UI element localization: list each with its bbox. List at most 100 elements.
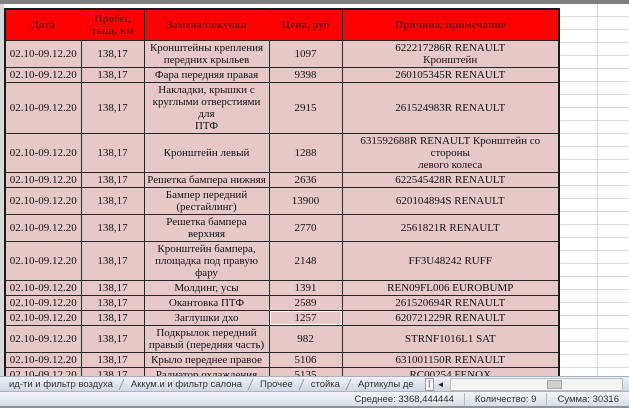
item-cell[interactable]: Молдинг, усы [143, 280, 270, 296]
item-cell[interactable]: Бампер передний (рестайлинг) [143, 187, 270, 215]
sheet-tab[interactable]: стойка [302, 378, 349, 391]
date-cell[interactable]: 02.10-09.12.20 [4, 82, 82, 134]
price-cell[interactable]: 2636 [268, 172, 343, 188]
header-cell[interactable]: Замена/покупка [143, 8, 270, 41]
date-cell[interactable]: 02.10-09.12.20 [4, 214, 82, 242]
table-row: 02.10-09.12.20 138,17 Заглушки дхо 1257 6207… [4, 310, 560, 326]
date-cell[interactable]: 02.10-09.12.20 [4, 352, 82, 368]
window-bottom-edge [0, 406, 629, 408]
price-cell[interactable]: 2148 [268, 241, 343, 281]
header-cell[interactable]: Причина, примечание [341, 8, 560, 41]
reason-cell[interactable]: 261524983R RENAULT [341, 82, 560, 134]
text-cursor-icon: | [424, 378, 434, 391]
parts-table: Дата Пробег, тыщ. км Замена/покупка Цена, р… [4, 8, 560, 408]
status-bar: Среднее: 3368,444444 Количество: 9 Сумма… [0, 391, 629, 406]
item-cell[interactable]: Решетка бампера нижняя [143, 172, 270, 188]
item-cell[interactable]: Фара передняя правая [143, 67, 270, 83]
item-cell[interactable]: Подкрылок передний правый (передняя част… [143, 325, 270, 353]
reason-cell[interactable]: 631001150R RENAULT [341, 352, 560, 368]
header-cell[interactable]: Дата [4, 8, 82, 41]
scrollbar-thumb[interactable] [546, 380, 562, 389]
table-row: 02.10-09.12.20 138,17 Кронштейн левый 1288 6… [4, 133, 560, 173]
reason-cell[interactable]: REN09FL006 EUROBUMP [341, 280, 560, 296]
item-cell[interactable]: Заглушки дхо [143, 310, 270, 326]
table-body: 02.10-09.12.20 138,17 Кронштейны крепления… [4, 40, 560, 408]
item-cell[interactable]: Крыло переднее правое [143, 352, 270, 368]
sheet-tab[interactable]: ид-ти и фильтр воздуха [9, 379, 113, 390]
reason-cell[interactable]: 620721229R RENAULT [341, 310, 560, 326]
header-cell[interactable]: Цена, руб [268, 8, 343, 41]
price-cell[interactable]: 982 [268, 325, 343, 353]
reason-cell[interactable]: FF3U48242 RUFF [341, 241, 560, 281]
mileage-cell[interactable]: 138,17 [80, 241, 145, 281]
mileage-cell[interactable]: 138,17 [80, 280, 145, 296]
mileage-cell[interactable]: 138,17 [80, 310, 145, 326]
mileage-cell[interactable]: 138,17 [80, 172, 145, 188]
reason-cell[interactable]: 622545428R RENAULT [341, 172, 560, 188]
date-cell[interactable]: 02.10-09.12.20 [4, 133, 82, 173]
date-cell[interactable]: 02.10-09.12.20 [4, 280, 82, 296]
status-average: Среднее: 3368,444444 [354, 393, 454, 405]
mileage-cell[interactable]: 138,17 [80, 214, 145, 242]
date-cell[interactable]: 02.10-09.12.20 [4, 40, 82, 68]
mileage-cell[interactable]: 138,17 [80, 295, 145, 311]
mileage-cell[interactable]: 138,17 [80, 82, 145, 134]
gridline [597, 4, 598, 377]
reason-cell[interactable]: STRNF1016L1 SAT [341, 325, 560, 353]
date-cell[interactable]: 02.10-09.12.20 [4, 295, 82, 311]
reason-cell[interactable]: 260105345R RENAULT [341, 67, 560, 83]
horizontal-scrollbar[interactable] [449, 378, 623, 391]
reason-cell[interactable]: 261520694R RENAULT [341, 295, 560, 311]
price-cell[interactable]: 13900 [268, 187, 343, 215]
date-cell[interactable]: 02.10-09.12.20 [4, 187, 82, 215]
mileage-cell[interactable]: 138,17 [80, 187, 145, 215]
table-row: 02.10-09.12.20 138,17 Кронштейны крепления… [4, 40, 560, 68]
item-cell[interactable]: Кронштейны крепления передних крыльев [143, 40, 270, 68]
reason-cell[interactable]: 2561821R RENAULT [341, 214, 560, 242]
table-row: 02.10-09.12.20 138,17 Решетка бампера нижн… [4, 172, 560, 188]
price-cell[interactable]: 1257 [268, 310, 343, 326]
sheet-tab[interactable]: Аккум.и и фильтр салона [122, 378, 251, 391]
date-cell[interactable]: 02.10-09.12.20 [4, 67, 82, 83]
table-row: 02.10-09.12.20 138,17 Подкрылок передний п… [4, 325, 560, 353]
price-cell[interactable]: 2589 [268, 295, 343, 311]
reason-cell[interactable]: 622217286R RENAULT Кронштейн [341, 40, 560, 68]
price-cell[interactable]: 1288 [268, 133, 343, 173]
mileage-cell[interactable]: 138,17 [80, 325, 145, 353]
reason-cell[interactable]: 631592688R RENAULT Кронштейн со стороны … [341, 133, 560, 173]
date-cell[interactable]: 02.10-09.12.20 [4, 241, 82, 281]
price-cell[interactable]: 5106 [268, 352, 343, 368]
mileage-cell[interactable]: 138,17 [80, 133, 145, 173]
sheet-tab[interactable]: Артикулы де [349, 378, 423, 391]
item-cell[interactable]: Накладки, крышки с круглыми отверстиями … [143, 82, 270, 134]
reason-cell[interactable]: 620104894S RENAULT [341, 187, 560, 215]
price-cell[interactable]: 2770 [268, 214, 343, 242]
empty-sheet-cells[interactable] [558, 4, 629, 377]
item-cell[interactable]: Кронштейн левый [143, 133, 270, 173]
sheet-tab-bar: ид-ти и фильтр воздуха Аккум.и и фильтр с… [0, 376, 629, 392]
table-row: 02.10-09.12.20 138,17 Решетка бампера верх… [4, 214, 560, 242]
tab-scroll-left-button[interactable]: ◄ [434, 379, 448, 391]
mileage-cell[interactable]: 138,17 [80, 67, 145, 83]
sheet-tabs: ид-ти и фильтр воздуха Аккум.и и фильтр с… [0, 378, 423, 391]
price-cell[interactable]: 1097 [268, 40, 343, 68]
mileage-cell[interactable]: 138,17 [80, 352, 145, 368]
date-cell[interactable]: 02.10-09.12.20 [4, 310, 82, 326]
table-row: 02.10-09.12.20 138,17 Крыло переднее право… [4, 352, 560, 368]
price-cell[interactable]: 2915 [268, 82, 343, 134]
header-row: Дата Пробег, тыщ. км Замена/покупка Цена, р… [4, 8, 560, 41]
price-cell[interactable]: 9398 [268, 67, 343, 83]
header-cell[interactable]: Пробег, тыщ. км [80, 8, 145, 41]
price-cell[interactable]: 1391 [268, 280, 343, 296]
item-cell[interactable]: Решетка бампера верхняя [143, 214, 270, 242]
sheet-tab[interactable]: Прочее [251, 378, 302, 391]
table-row: 02.10-09.12.20 138,17 Бампер передний (рес… [4, 187, 560, 215]
mileage-cell[interactable]: 138,17 [80, 40, 145, 68]
window-top-edge [0, 0, 629, 4]
status-sum: Сумма: 30316 [546, 392, 629, 406]
item-cell[interactable]: Окантовка ПТФ [143, 295, 270, 311]
date-cell[interactable]: 02.10-09.12.20 [4, 172, 82, 188]
date-cell[interactable]: 02.10-09.12.20 [4, 325, 82, 353]
item-cell[interactable]: Кронштейн бампера, площадка под правую ф… [143, 241, 270, 281]
